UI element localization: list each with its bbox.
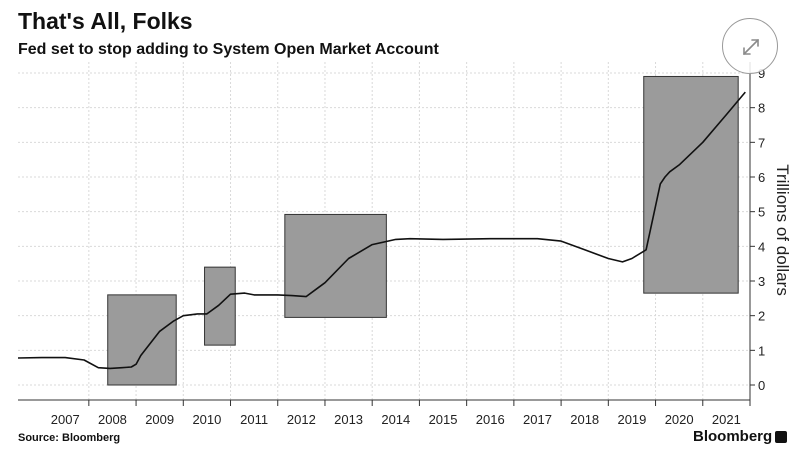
expand-button[interactable] [722, 18, 778, 74]
x-tick-label: 2021 [712, 412, 741, 427]
expand-icon [743, 39, 759, 55]
x-tick-label: 2016 [476, 412, 505, 427]
y-tick-label: 2 [758, 309, 765, 324]
brand-name: Bloomberg [693, 428, 773, 445]
y-tick-label: 4 [758, 239, 765, 254]
chart-subtitle: Fed set to stop adding to System Open Ma… [18, 41, 439, 58]
highlight-region [107, 294, 177, 386]
balance-sheet-line [17, 91, 746, 370]
y-tick-label: 5 [758, 205, 765, 220]
source-note: Source: Bloomberg [18, 432, 121, 444]
y-tick-label: 3 [758, 274, 765, 289]
x-tick-label: 2017 [523, 412, 552, 427]
y-tick-label: 1 [758, 343, 765, 358]
highlight-region [643, 75, 739, 294]
bloomberg-mark-icon [775, 430, 788, 443]
x-tick-label: 2011 [240, 412, 268, 427]
bloomberg-logo: Bloomberg [693, 428, 788, 445]
x-tick-label: 2015 [429, 412, 458, 427]
axes: 0 1 2 3 4 5 6 7 8 9 2007 2008 2009 2010 2011 2012 2013 20… [18, 62, 792, 427]
x-tick-label: 2008 [98, 412, 127, 427]
x-tick-label: 2012 [287, 412, 316, 427]
highlight-region [284, 213, 387, 318]
y-axis-label: Trillions of dollars [773, 164, 792, 296]
x-tick-label: 2014 [381, 412, 410, 427]
highlight-regions [107, 75, 739, 386]
highlight-region [204, 266, 236, 346]
x-tick-label: 2009 [145, 412, 174, 427]
x-tick-label: 2013 [334, 412, 363, 427]
grid-lines [18, 62, 750, 400]
y-tick-label: 8 [758, 101, 765, 116]
y-tick-label: 0 [758, 378, 765, 393]
chart-title: That's All, Folks [18, 8, 193, 34]
x-tick-label: 2020 [665, 412, 694, 427]
x-tick-label: 2019 [617, 412, 646, 427]
y-tick-label: 6 [758, 170, 765, 185]
x-tick-label: 2007 [51, 412, 80, 427]
series-layer [17, 91, 746, 370]
y-tick-label: 7 [758, 135, 765, 150]
x-tick-label: 2018 [570, 412, 599, 427]
y-tick-label: 9 [758, 66, 765, 81]
x-tick-label: 2010 [192, 412, 221, 427]
